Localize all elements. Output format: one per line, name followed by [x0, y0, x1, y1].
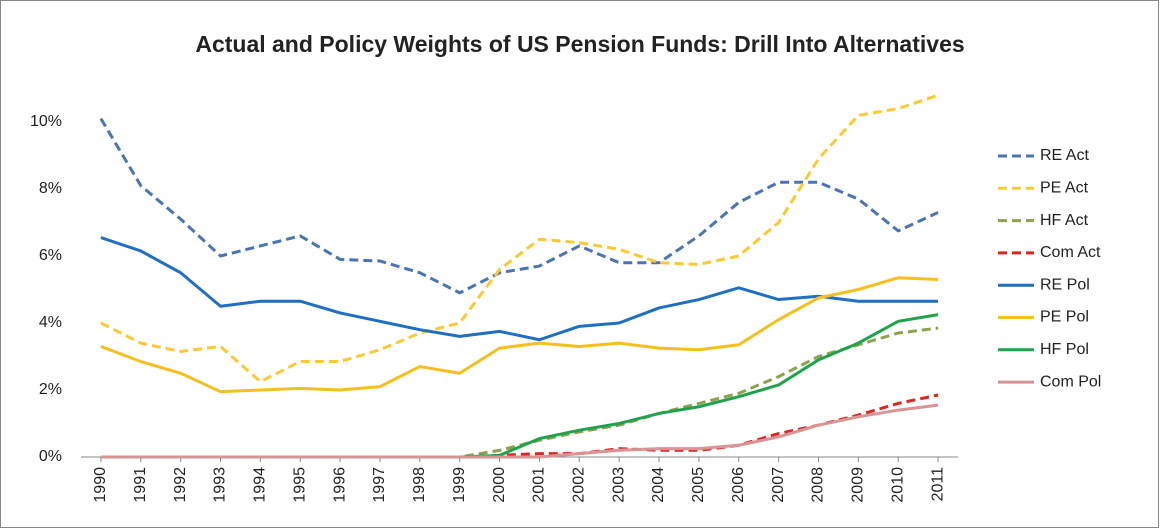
- series-line: [100, 403, 939, 459]
- x-tick-label: 2000: [491, 467, 508, 503]
- legend-label: RE Act: [1040, 147, 1089, 164]
- series-line: [100, 236, 939, 342]
- y-tick-label: 0%: [39, 448, 62, 465]
- y-tick-label: 4%: [39, 314, 62, 331]
- legend-label: HF Act: [1040, 212, 1089, 229]
- legend-label: PE Act: [1040, 180, 1089, 197]
- x-tick-label: 1992: [172, 467, 189, 503]
- x-tick-label: 2010: [889, 467, 906, 503]
- x-tick-label: 2003: [610, 467, 627, 503]
- x-tick-label: 2002: [571, 467, 588, 503]
- x-tick-label: 2006: [730, 467, 747, 503]
- x-tick-label: 2007: [770, 467, 787, 503]
- x-tick-label: 1993: [212, 467, 229, 503]
- x-tick-label: 1995: [291, 467, 308, 503]
- y-tick-label: 8%: [39, 180, 62, 197]
- chart-title: Actual and Policy Weights of US Pension …: [195, 31, 964, 57]
- x-tick-label: 2011: [929, 467, 946, 502]
- legend-label: Com Act: [1040, 244, 1101, 261]
- x-tick-label: 1997: [371, 467, 388, 503]
- y-tick-label: 2%: [39, 381, 62, 398]
- legend-label: HF Pol: [1040, 341, 1089, 358]
- x-tick-label: 2008: [810, 467, 827, 503]
- y-tick-label: 6%: [39, 247, 62, 264]
- x-tick-label: 2001: [531, 467, 548, 503]
- series-line: [100, 276, 939, 394]
- series-line: [99, 117, 939, 295]
- x-tick-label: 2009: [850, 467, 867, 503]
- x-tick-label: 1990: [92, 467, 109, 503]
- series-line: [100, 93, 939, 384]
- x-tick-label: 1996: [331, 467, 348, 503]
- legend-label: Com Pol: [1040, 373, 1101, 390]
- series-line: [100, 393, 939, 459]
- y-tick-label: 10%: [30, 113, 62, 130]
- x-tick-label: 2004: [650, 467, 667, 503]
- legend-label: PE Pol: [1040, 309, 1089, 326]
- x-tick-label: 2005: [690, 467, 707, 503]
- x-tick-label: 1998: [411, 467, 428, 503]
- x-tick-label: 1994: [252, 467, 269, 503]
- x-tick-label: 1999: [451, 467, 468, 503]
- legend-label: RE Pol: [1040, 276, 1090, 293]
- x-tick-label: 1991: [132, 467, 149, 503]
